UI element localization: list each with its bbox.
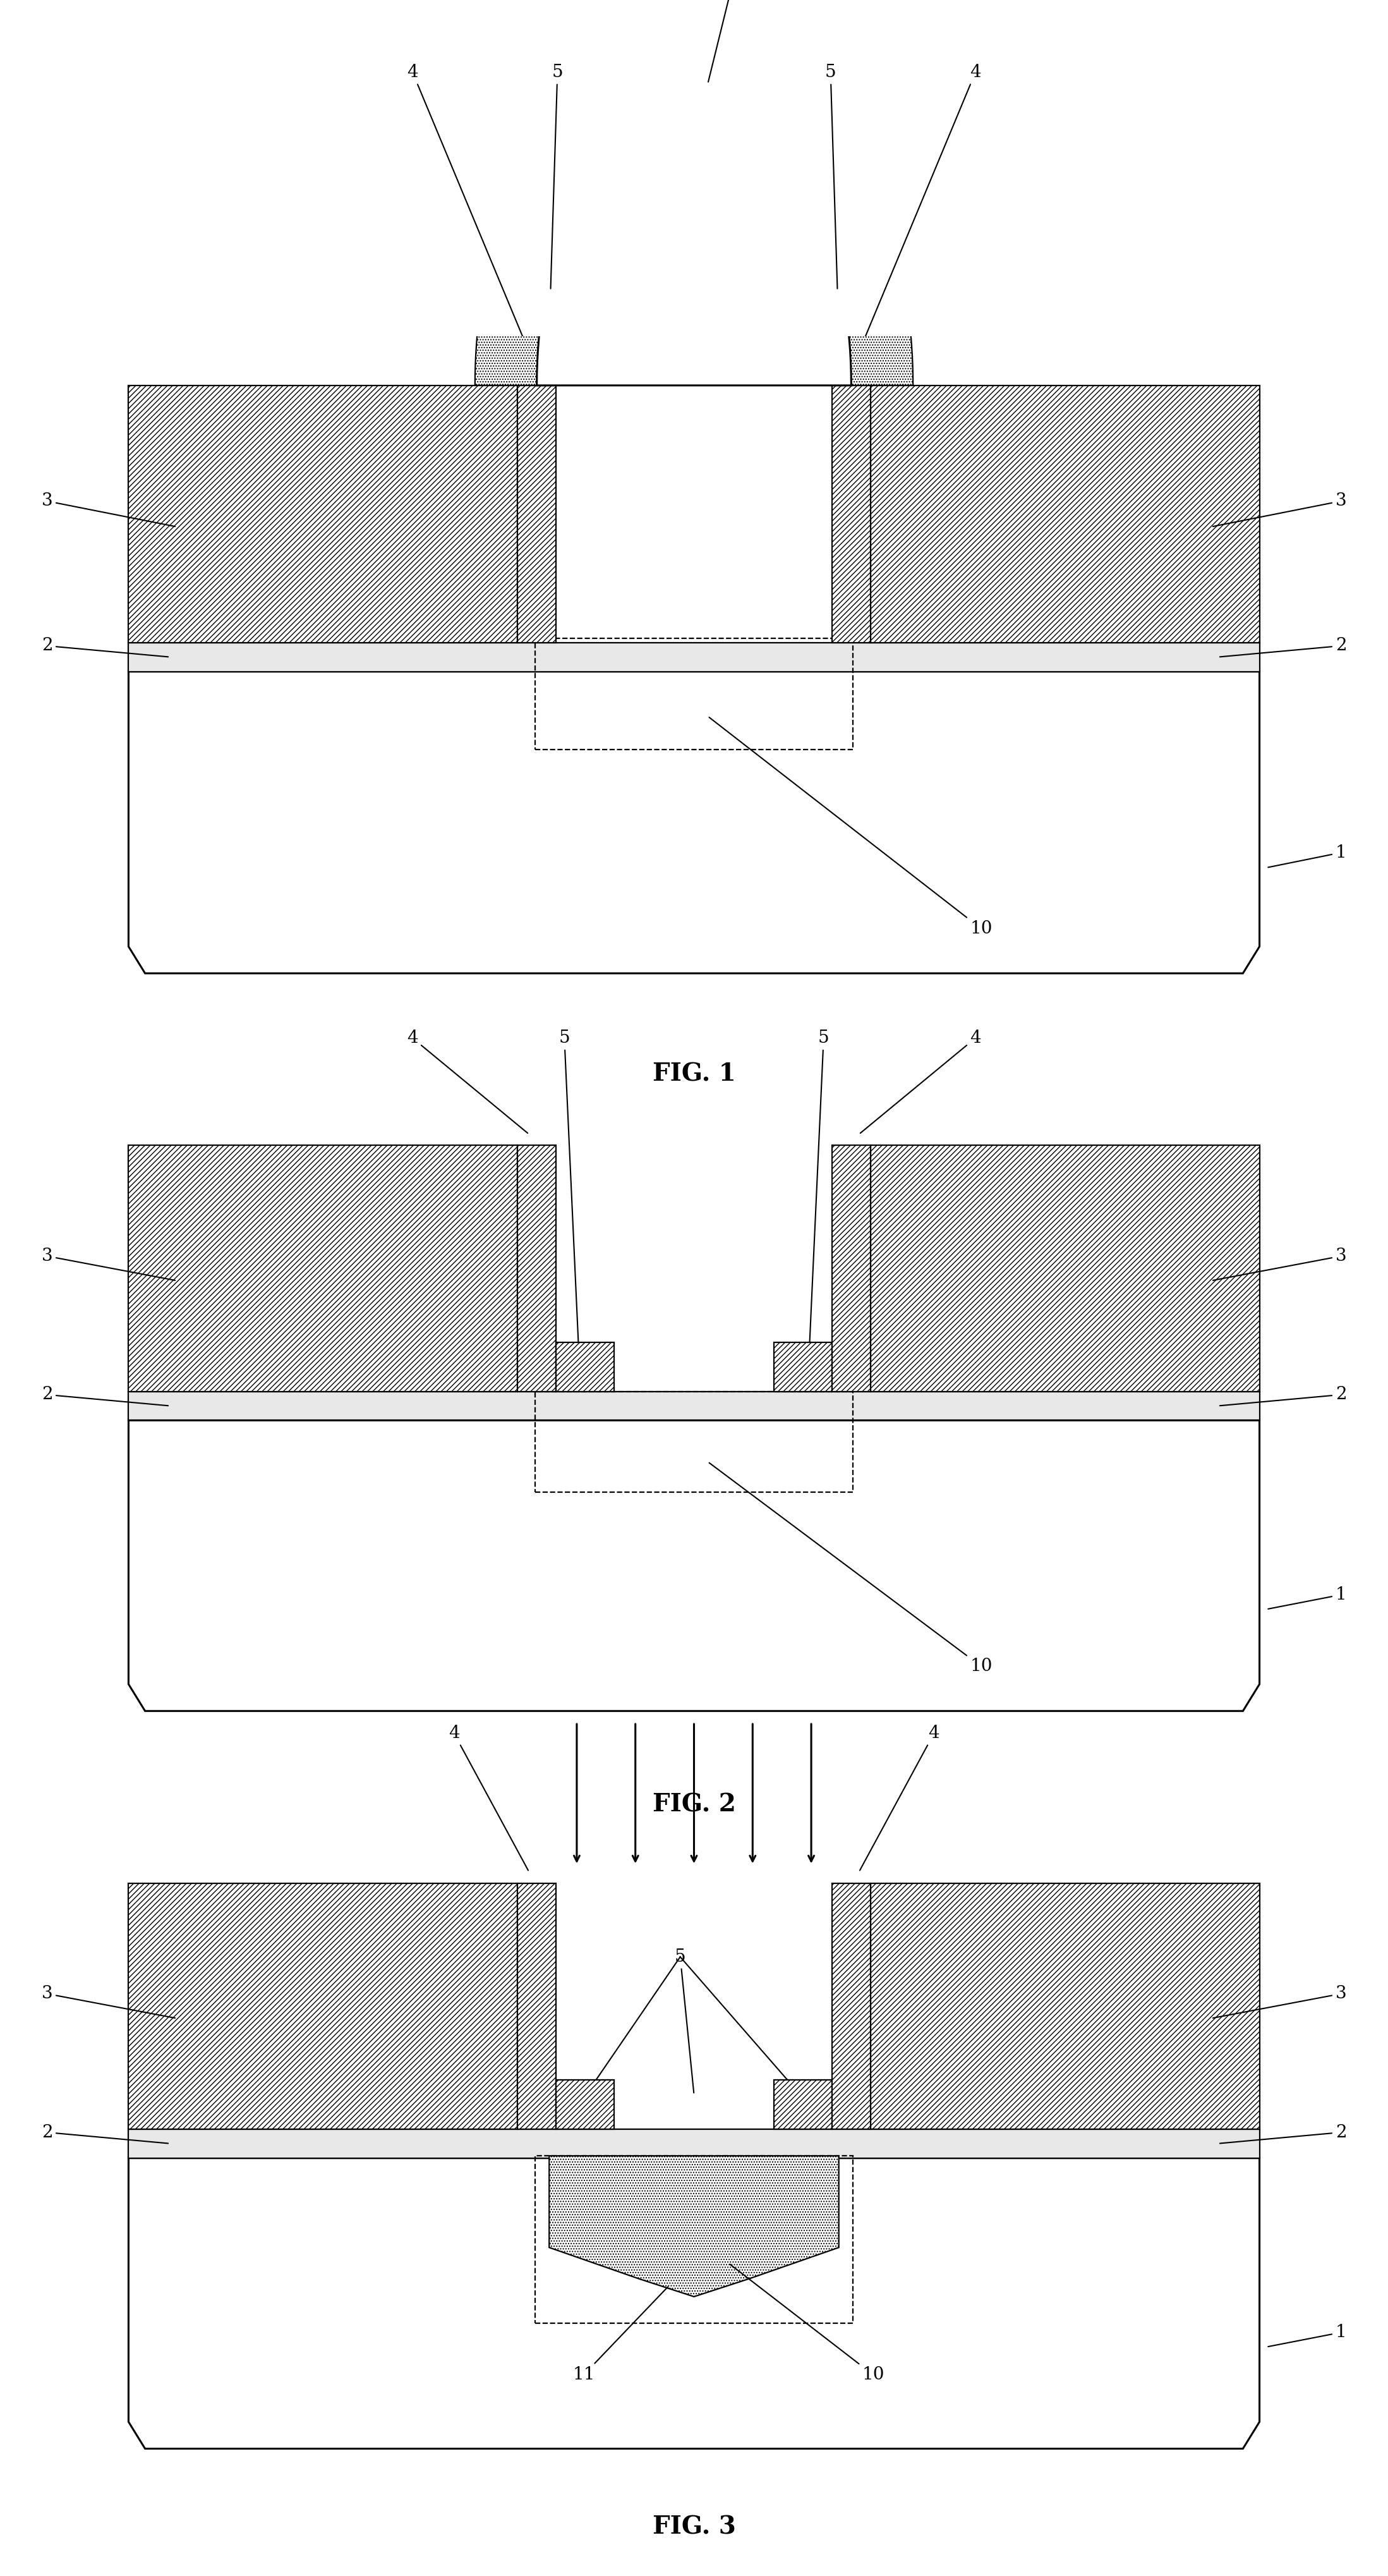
Text: 3: 3 <box>1213 1986 1346 2017</box>
Text: FIG. 2: FIG. 2 <box>652 1793 736 1816</box>
Text: 5: 5 <box>551 64 564 289</box>
Bar <box>536 2156 852 2324</box>
Text: 4: 4 <box>407 64 529 350</box>
Text: 10: 10 <box>709 716 992 938</box>
Bar <box>775 2079 831 2128</box>
Text: 2: 2 <box>42 1386 168 1406</box>
Polygon shape <box>550 2156 838 2298</box>
Bar <box>518 386 557 641</box>
Text: 10: 10 <box>730 2264 884 2383</box>
Polygon shape <box>129 2159 1259 2450</box>
Bar <box>129 641 1259 672</box>
Bar <box>831 386 870 641</box>
Text: 5: 5 <box>675 1947 694 2092</box>
Text: 1: 1 <box>1269 845 1346 868</box>
Text: 4: 4 <box>861 1030 981 1133</box>
Text: 4: 4 <box>407 1030 527 1133</box>
Text: 4: 4 <box>448 1726 529 1870</box>
Text: 2: 2 <box>1220 636 1346 657</box>
Bar <box>870 1883 1259 2128</box>
Bar <box>129 386 518 641</box>
Polygon shape <box>537 95 851 386</box>
Text: 10: 10 <box>709 1463 992 1674</box>
Bar <box>870 386 1259 641</box>
Text: 5: 5 <box>809 1030 829 1360</box>
Text: 2: 2 <box>42 2123 168 2143</box>
Bar <box>831 1883 870 2128</box>
Text: 3: 3 <box>1213 492 1346 526</box>
Bar <box>129 2128 1259 2159</box>
Polygon shape <box>475 196 598 386</box>
Text: 1: 1 <box>1269 1587 1346 1610</box>
Bar <box>129 1391 1259 1419</box>
Text: 6: 6 <box>708 0 741 82</box>
Bar <box>831 1146 870 1391</box>
Text: 11: 11 <box>572 2287 668 2383</box>
Text: FIG. 1: FIG. 1 <box>652 1061 736 1087</box>
Polygon shape <box>129 1419 1259 1710</box>
Text: 4: 4 <box>859 1726 940 1870</box>
Polygon shape <box>790 196 913 386</box>
Text: FIG. 3: FIG. 3 <box>652 2514 736 2540</box>
Text: 5: 5 <box>824 64 837 289</box>
Text: 4: 4 <box>859 64 981 350</box>
Bar <box>129 1883 518 2128</box>
Text: 3: 3 <box>42 1247 175 1280</box>
Bar <box>557 2079 613 2128</box>
Bar <box>518 1883 557 2128</box>
Polygon shape <box>129 672 1259 974</box>
Bar <box>557 1342 613 1391</box>
Text: 2: 2 <box>1220 2123 1346 2143</box>
Text: 2: 2 <box>42 636 168 657</box>
Text: 5: 5 <box>559 1030 579 1360</box>
Bar <box>870 1146 1259 1391</box>
Text: 3: 3 <box>42 1986 175 2017</box>
Bar <box>518 1146 557 1391</box>
Bar <box>775 1342 831 1391</box>
Text: 2: 2 <box>1220 1386 1346 1406</box>
Bar <box>536 639 852 750</box>
Text: 1: 1 <box>1269 2324 1346 2347</box>
Bar <box>129 1146 518 1391</box>
Text: 3: 3 <box>1213 1247 1346 1280</box>
Bar <box>536 1391 852 1492</box>
Text: 3: 3 <box>42 492 175 526</box>
